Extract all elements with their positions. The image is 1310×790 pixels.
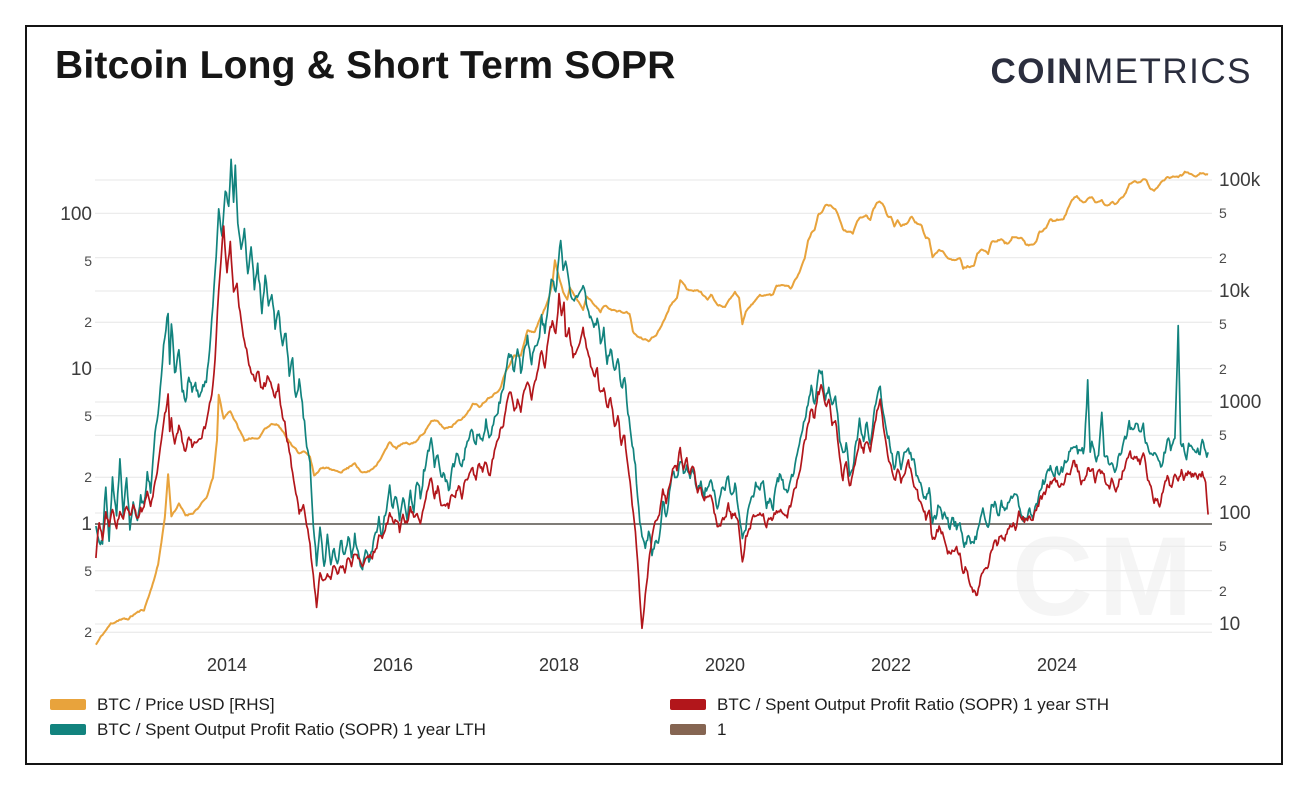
left-axis-tick: 5 xyxy=(84,407,92,424)
legend-label-sopr-sth: BTC / Spent Output Profit Ratio (SOPR) 1… xyxy=(717,694,1110,714)
legend-label-reference-one: 1 xyxy=(717,719,727,739)
right-axis-tick: 2 xyxy=(1219,582,1227,599)
logo-text-bold: COIN xyxy=(990,52,1084,91)
x-axis-tick: 2022 xyxy=(870,655,912,675)
coinmetrics-logo: COINMETRICS xyxy=(991,52,1253,92)
right-axis-tick: 2 xyxy=(1219,249,1227,266)
legend-swatch-sopr-sth xyxy=(670,699,706,710)
legend-label-sopr-lth: BTC / Spent Output Profit Ratio (SOPR) 1… xyxy=(97,719,486,739)
right-axis-tick: 10k xyxy=(1219,281,1250,302)
legend-swatch-reference-one xyxy=(670,724,706,735)
left-axis-tick: 10 xyxy=(70,359,92,380)
left-axis-tick: 1 xyxy=(81,514,92,535)
logo-text-light: METRICS xyxy=(1084,52,1252,91)
left-axis-tick: 5 xyxy=(84,252,92,269)
legend-item-sopr-lth[interactable]: BTC / Spent Output Profit Ratio (SOPR) 1… xyxy=(50,717,486,742)
legend-label-btc-price: BTC / Price USD [RHS] xyxy=(97,694,275,714)
chart-card-border xyxy=(25,25,1283,765)
cm-watermark: CM xyxy=(1012,514,1199,639)
right-axis-tick: 100k xyxy=(1219,170,1261,191)
right-axis-tick: 5 xyxy=(1219,427,1227,444)
legend-item-sopr-sth[interactable]: BTC / Spent Output Profit Ratio (SOPR) 1… xyxy=(670,692,1109,717)
right-axis-tick: 100 xyxy=(1219,503,1251,524)
left-axis-tick: 5 xyxy=(84,562,92,579)
x-axis-tick: 2014 xyxy=(206,655,248,675)
right-axis-tick: 5 xyxy=(1219,205,1227,222)
right-axis-tick: 5 xyxy=(1219,538,1227,555)
right-axis-tick: 5 xyxy=(1219,316,1227,333)
x-axis-tick: 2024 xyxy=(1036,655,1078,675)
legend-column-left: BTC / Price USD [RHS] BTC / Spent Output… xyxy=(50,692,486,742)
left-axis-tick: 2 xyxy=(84,314,92,331)
legend-swatch-sopr-lth xyxy=(50,724,86,735)
right-axis-tick: 10 xyxy=(1219,614,1241,635)
x-axis-tick: 2016 xyxy=(372,655,414,675)
legend-column-right: BTC / Spent Output Profit Ratio (SOPR) 1… xyxy=(670,692,1109,742)
left-axis-tick: 2 xyxy=(84,469,92,486)
left-axis-tick: 2 xyxy=(84,624,92,641)
legend-swatch-btc-price xyxy=(50,699,86,710)
left-axis-tick: 100 xyxy=(60,204,92,225)
legend-item-btc-price[interactable]: BTC / Price USD [RHS] xyxy=(50,692,486,717)
right-axis-tick: 1000 xyxy=(1219,392,1262,413)
x-axis-tick: 2018 xyxy=(538,655,580,675)
legend-item-reference-one[interactable]: 1 xyxy=(670,717,1109,742)
x-axis-tick: 2020 xyxy=(704,655,746,675)
chart-title: Bitcoin Long & Short Term SOPR xyxy=(55,44,676,87)
right-axis-tick: 2 xyxy=(1219,471,1227,488)
right-axis-tick: 2 xyxy=(1219,360,1227,377)
